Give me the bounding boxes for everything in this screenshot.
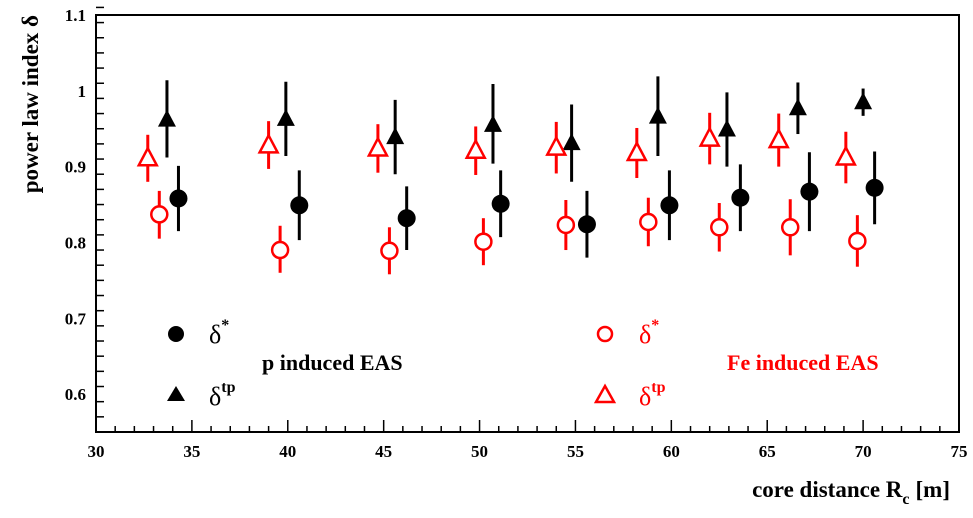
legend-fe-star-sup: * bbox=[651, 317, 659, 334]
fe-open-circle-point bbox=[474, 232, 493, 251]
x-tick-label: 35 bbox=[183, 442, 200, 461]
fe-open-circle-point bbox=[710, 218, 729, 237]
x-tick-label: 70 bbox=[855, 442, 872, 461]
fe-open-circle-point bbox=[556, 215, 576, 235]
p-filled-circle-point bbox=[491, 194, 510, 213]
x-tick-label: 60 bbox=[663, 442, 680, 461]
x-tick-label: 75 bbox=[951, 442, 968, 461]
fe-open-circle-point bbox=[639, 212, 658, 232]
fe-open-triangle-point bbox=[767, 127, 790, 149]
fe-open-circle-point bbox=[380, 241, 399, 261]
p-filled-circle-point bbox=[865, 178, 884, 197]
legend-p: δ* δtp p induced EAS bbox=[167, 317, 403, 411]
p-filled-triangle-point bbox=[157, 109, 176, 127]
data-marks bbox=[136, 76, 884, 275]
x-axis-label: core distance Rc [m] bbox=[752, 477, 950, 508]
legend-fe-tp-marker bbox=[593, 383, 617, 404]
x-tick-label: 65 bbox=[759, 442, 776, 461]
legend-p-star-sup: * bbox=[221, 317, 229, 334]
legend-fe-tp-label: δtp bbox=[639, 379, 666, 411]
fe-open-triangle-point bbox=[834, 144, 857, 166]
p-filled-triangle-point bbox=[276, 108, 295, 126]
x-tick-label: 45 bbox=[375, 442, 392, 461]
p-filled-circle-point bbox=[169, 189, 188, 208]
legend-p-star-label: δ* bbox=[209, 317, 229, 349]
fe-open-circle-point bbox=[848, 231, 867, 251]
fe-open-circle-point bbox=[150, 205, 169, 224]
x-axis-label-unit: [m] bbox=[916, 477, 950, 502]
plot-frame bbox=[95, 14, 960, 433]
legend-fe-star-marker bbox=[596, 325, 614, 343]
p-filled-triangle-point bbox=[854, 92, 873, 110]
p-filled-circle-point bbox=[731, 188, 750, 207]
p-filled-circle-point bbox=[397, 209, 416, 228]
y-tick-label: 0.6 bbox=[65, 385, 86, 404]
legend-fe: δ* δtp Fe induced EAS bbox=[593, 317, 879, 411]
legend-fe-tp-sup: tp bbox=[651, 379, 665, 396]
y-tick-label: 0.9 bbox=[65, 158, 86, 177]
p-filled-triangle-point bbox=[562, 133, 581, 151]
fe-open-triangle-point bbox=[545, 135, 568, 156]
p-filled-triangle-point bbox=[788, 98, 807, 116]
legend-p-tp-label: δtp bbox=[209, 379, 236, 411]
legend-p-tp-marker bbox=[167, 386, 185, 401]
fe-open-triangle-point bbox=[698, 125, 721, 147]
fe-open-circle-point bbox=[270, 240, 290, 260]
x-axis-tick-labels: 30 35 40 45 50 55 60 65 70 75 bbox=[88, 442, 968, 461]
p-filled-circle-point bbox=[800, 182, 819, 201]
p-filled-triangle-point bbox=[483, 114, 502, 132]
x-tick-label: 30 bbox=[88, 442, 105, 461]
fe-open-triangle-point bbox=[136, 145, 159, 167]
p-filled-circle-point bbox=[290, 196, 309, 215]
y-axis-label: power law index δ bbox=[18, 15, 43, 193]
fe-open-triangle-point bbox=[464, 138, 487, 159]
x-axis-ticks bbox=[95, 420, 960, 432]
legend-p-tp-sup: tp bbox=[221, 379, 235, 396]
p-filled-triangle-point bbox=[717, 119, 736, 137]
x-tick-label: 55 bbox=[567, 442, 584, 461]
legend-p-star-marker bbox=[168, 326, 184, 342]
p-filled-triangle-point bbox=[648, 106, 667, 124]
legend-p-title: p induced EAS bbox=[262, 350, 403, 375]
y-axis-tick-labels: 0.6 0.7 0.8 0.9 1 1.1 bbox=[65, 6, 87, 404]
p-filled-circle-point bbox=[660, 196, 679, 215]
fe-open-triangle-point bbox=[257, 132, 280, 154]
x-tick-label: 40 bbox=[279, 442, 296, 461]
fe-open-triangle-point bbox=[625, 140, 648, 162]
y-tick-label: 0.8 bbox=[65, 233, 86, 252]
x-tick-label: 50 bbox=[471, 442, 488, 461]
y-tick-label: 0.7 bbox=[65, 309, 87, 328]
fe-open-circle-point bbox=[780, 218, 800, 237]
x-axis-label-subscript: c bbox=[902, 491, 909, 508]
fe-open-triangle-point bbox=[366, 135, 389, 157]
y-axis-ticks bbox=[96, 6, 104, 433]
y-tick-label: 1 bbox=[78, 82, 87, 101]
legend-fe-star-label: δ* bbox=[639, 317, 659, 349]
y-tick-label: 1.1 bbox=[65, 6, 86, 25]
legend-fe-title: Fe induced EAS bbox=[727, 350, 879, 375]
p-filled-circle-point bbox=[577, 215, 596, 234]
p-filled-triangle-point bbox=[386, 127, 405, 145]
